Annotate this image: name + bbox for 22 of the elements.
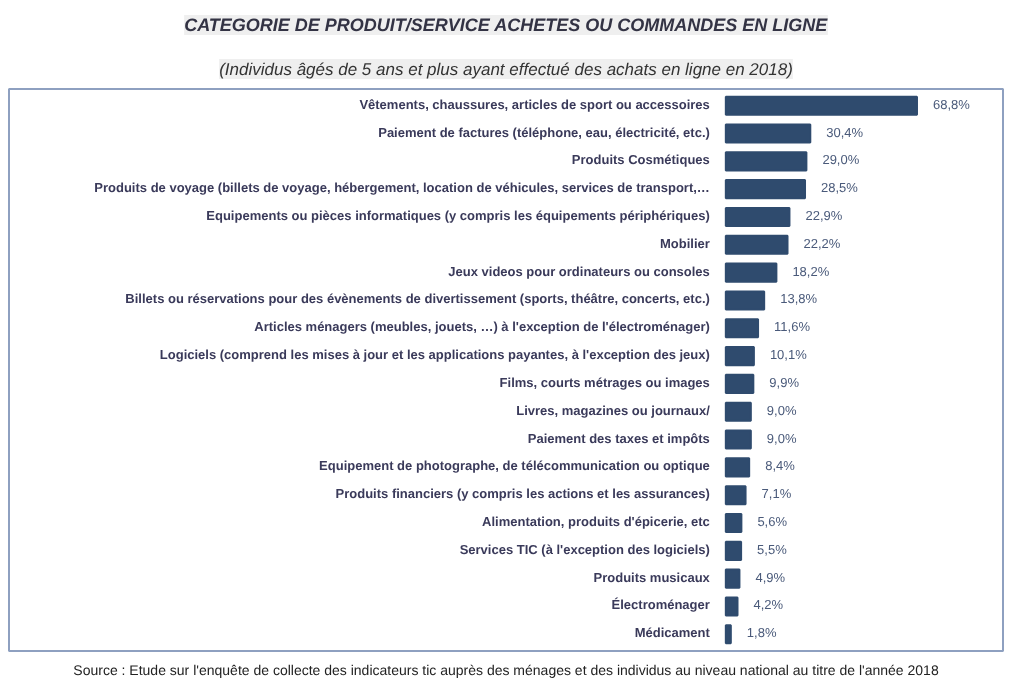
bar xyxy=(724,485,747,506)
bar xyxy=(724,512,743,534)
bar xyxy=(724,234,789,255)
bar xyxy=(724,373,755,394)
bar xyxy=(724,429,752,450)
bar xyxy=(724,95,918,116)
bar xyxy=(724,151,808,172)
bar xyxy=(724,290,766,311)
bar xyxy=(724,624,732,645)
bar xyxy=(724,401,752,422)
text: (Individus âgés de 5 ans et plus ayant effectué des achats en ligne en 2018) xyxy=(219,59,794,79)
bar xyxy=(724,123,812,144)
bar xyxy=(724,596,739,617)
bar xyxy=(724,346,755,367)
bar xyxy=(724,318,760,339)
bar xyxy=(724,540,743,561)
bar xyxy=(724,262,778,283)
bar xyxy=(724,206,791,228)
text: CATEGORIE DE PRODUIT/SERVICE ACHETES OU COMMANDES EN LIGNE xyxy=(184,15,830,35)
bar xyxy=(724,568,741,589)
bar xyxy=(724,457,751,478)
bar xyxy=(724,179,807,200)
